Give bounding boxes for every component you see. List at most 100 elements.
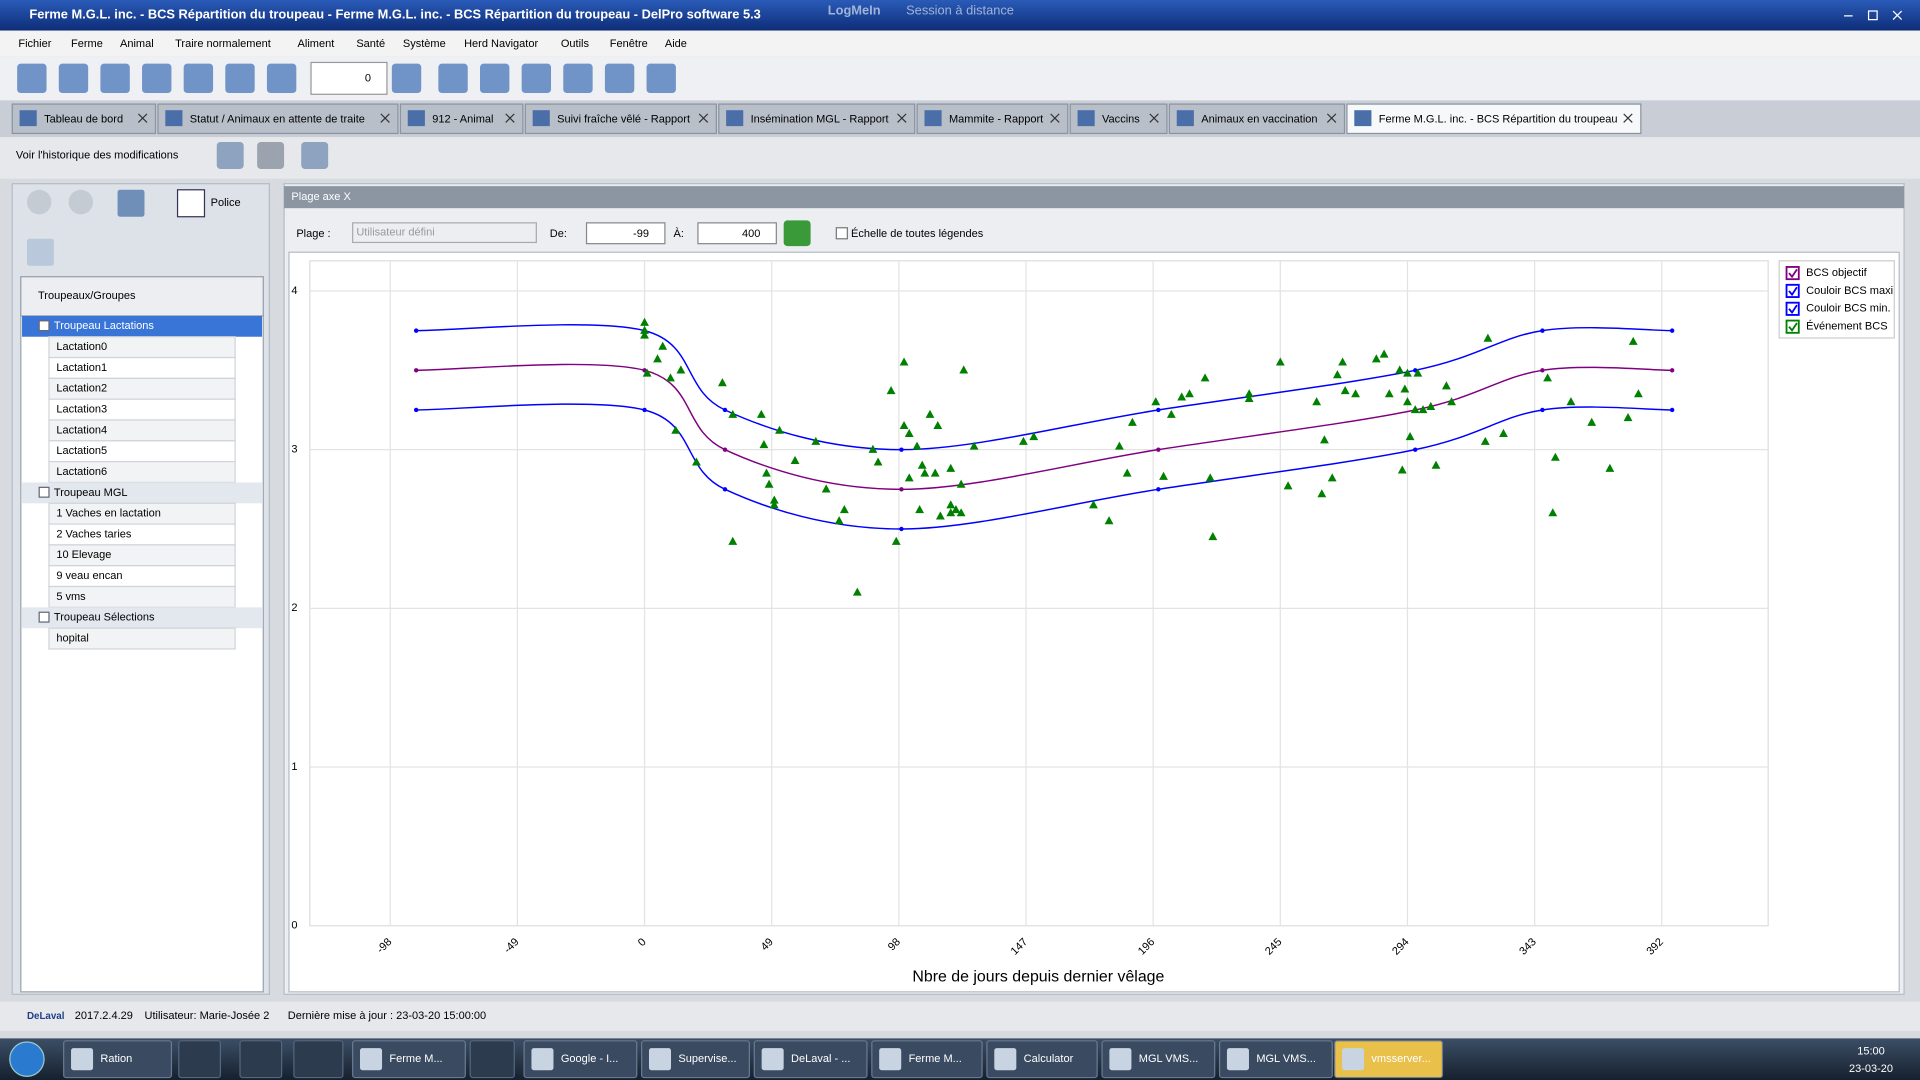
- toolbar-button[interactable]: [646, 63, 676, 94]
- tree-item[interactable]: 1 Vaches en lactation: [56, 508, 161, 520]
- tree-item[interactable]: 9 veau encan: [56, 570, 122, 582]
- menu-item[interactable]: Fichier: [18, 38, 51, 50]
- tab[interactable]: [718, 103, 916, 135]
- tree-item[interactable]: Lactation2: [56, 383, 107, 395]
- range-combo[interactable]: [352, 222, 537, 244]
- tab-close[interactable]: [1326, 113, 1337, 123]
- btn-save[interactable]: [117, 189, 145, 217]
- tab-close[interactable]: [380, 113, 390, 123]
- taskbar-label[interactable]: vmsserver...: [1371, 1053, 1430, 1065]
- window-controls[interactable]: [1844, 10, 1903, 21]
- tree-expander[interactable]: [38, 320, 50, 332]
- tab-label[interactable]: Tableau de bord: [44, 113, 123, 125]
- start-button[interactable]: [9, 1041, 45, 1077]
- btn-search[interactable]: [26, 238, 54, 266]
- counter-box[interactable]: [310, 61, 388, 95]
- icon-preview[interactable]: [301, 142, 329, 169]
- toolbar-button[interactable]: [17, 63, 47, 94]
- menu-item[interactable]: Traire normalement: [175, 38, 271, 50]
- toolbar-button[interactable]: [480, 63, 510, 94]
- legend-label[interactable]: Couloir BCS min.: [1806, 303, 1890, 315]
- tree-item[interactable]: 5 vms: [56, 591, 86, 603]
- tab-label[interactable]: 912 - Animal: [432, 113, 493, 125]
- from-input[interactable]: [585, 222, 666, 245]
- taskbar-label[interactable]: Calculator: [1024, 1053, 1074, 1065]
- toolbar-button[interactable]: [521, 63, 552, 94]
- all-legends-label[interactable]: Échelle de toutes légendes: [851, 227, 984, 240]
- taskbar-label[interactable]: Ration: [100, 1053, 132, 1065]
- taskbar-app[interactable]: [239, 1040, 283, 1079]
- taskbar-label[interactable]: MGL VMS...: [1139, 1053, 1199, 1065]
- icon-print[interactable]: [257, 142, 285, 169]
- tree-item[interactable]: Lactation1: [56, 362, 107, 374]
- toolbar-button[interactable]: [563, 63, 593, 94]
- tab[interactable]: [157, 103, 399, 135]
- tab[interactable]: [1168, 103, 1346, 135]
- toolbar-button[interactable]: [604, 63, 635, 94]
- tree-item[interactable]: Lactation5: [56, 445, 107, 457]
- tab-label[interactable]: Animaux en vaccination: [1201, 113, 1317, 125]
- menu-item[interactable]: Santé: [356, 38, 385, 50]
- tree-expander[interactable]: [38, 611, 50, 623]
- menu-item[interactable]: Aliment: [298, 38, 335, 50]
- tab-close[interactable]: [698, 113, 709, 123]
- taskbar-label[interactable]: DeLaval - ...: [791, 1053, 850, 1065]
- tab-close[interactable]: [1149, 113, 1159, 123]
- tab[interactable]: [1346, 103, 1642, 135]
- tab-close[interactable]: [897, 113, 907, 123]
- tab[interactable]: [524, 103, 717, 135]
- history-link[interactable]: Voir l'historique des modifications: [16, 149, 179, 161]
- legend-label[interactable]: Événement BCS: [1806, 320, 1887, 333]
- taskbar-label[interactable]: Google - I...: [561, 1053, 619, 1065]
- taskbar-label[interactable]: MGL VMS...: [1256, 1053, 1316, 1065]
- menu-item[interactable]: Animal: [120, 38, 154, 50]
- tree-expander[interactable]: [38, 486, 50, 498]
- tree-item[interactable]: Lactation4: [56, 424, 107, 436]
- tree-group-row[interactable]: [22, 315, 263, 337]
- tree-item[interactable]: 2 Vaches taries: [56, 528, 132, 540]
- tab-label[interactable]: Vaccins: [1102, 113, 1140, 125]
- tab-close[interactable]: [1623, 113, 1633, 123]
- tree-item[interactable]: Lactation3: [56, 403, 107, 415]
- tab[interactable]: [11, 103, 157, 135]
- menu-item[interactable]: Aide: [665, 38, 687, 50]
- menu-item[interactable]: Système: [403, 38, 446, 50]
- btn-font[interactable]: [176, 189, 206, 218]
- tab-close[interactable]: [1050, 113, 1060, 123]
- tree-item[interactable]: 10 Elevage: [56, 549, 111, 561]
- font-button[interactable]: Police: [211, 197, 241, 209]
- menu-item[interactable]: Herd Navigator: [464, 38, 538, 50]
- tree-group[interactable]: Troupeau Lactations: [54, 320, 155, 332]
- toolbar-button[interactable]: [225, 63, 255, 94]
- tree-group-row[interactable]: [22, 607, 263, 629]
- tree-item[interactable]: Lactation6: [56, 466, 107, 478]
- tree-group-row[interactable]: [22, 482, 263, 504]
- toolbar-button[interactable]: [58, 63, 89, 94]
- menu-item[interactable]: Outils: [561, 38, 590, 50]
- toolbar-button[interactable]: [142, 63, 172, 94]
- tree-item[interactable]: hopital: [56, 632, 88, 644]
- taskbar-app[interactable]: [178, 1040, 222, 1079]
- tab[interactable]: [916, 103, 1069, 135]
- legend-label[interactable]: BCS objectif: [1806, 267, 1868, 279]
- btn-up[interactable]: [26, 189, 52, 215]
- menu-item[interactable]: Fenêtre: [610, 38, 648, 50]
- menu-item[interactable]: Ferme: [71, 38, 103, 50]
- tab-label[interactable]: Ferme M.G.L. inc. - BCS Répartition du t…: [1379, 113, 1618, 125]
- tree-group[interactable]: Troupeau MGL: [54, 487, 128, 499]
- taskbar-app[interactable]: [293, 1040, 344, 1079]
- tree-row[interactable]: [48, 627, 236, 650]
- taskbar-label[interactable]: Supervise...: [678, 1053, 736, 1065]
- toolbar-button[interactable]: [438, 63, 468, 94]
- tab-label[interactable]: Suivi fraîche vêlé - Rapport: [557, 113, 690, 125]
- tab-label[interactable]: Statut / Animaux en attente de traite: [190, 113, 365, 125]
- toolbar-button[interactable]: [266, 63, 297, 94]
- taskbar-label[interactable]: Ferme M...: [389, 1053, 442, 1065]
- all-legends-checkbox[interactable]: [835, 227, 848, 240]
- tree-item[interactable]: Lactation0: [56, 341, 107, 353]
- tab-close[interactable]: [137, 113, 148, 123]
- refresh-button[interactable]: [783, 220, 811, 247]
- tree-group[interactable]: Troupeau Sélections: [54, 612, 155, 624]
- tab-label[interactable]: Insémination MGL - Rapport: [751, 113, 889, 125]
- toolbar-button[interactable]: [183, 63, 214, 94]
